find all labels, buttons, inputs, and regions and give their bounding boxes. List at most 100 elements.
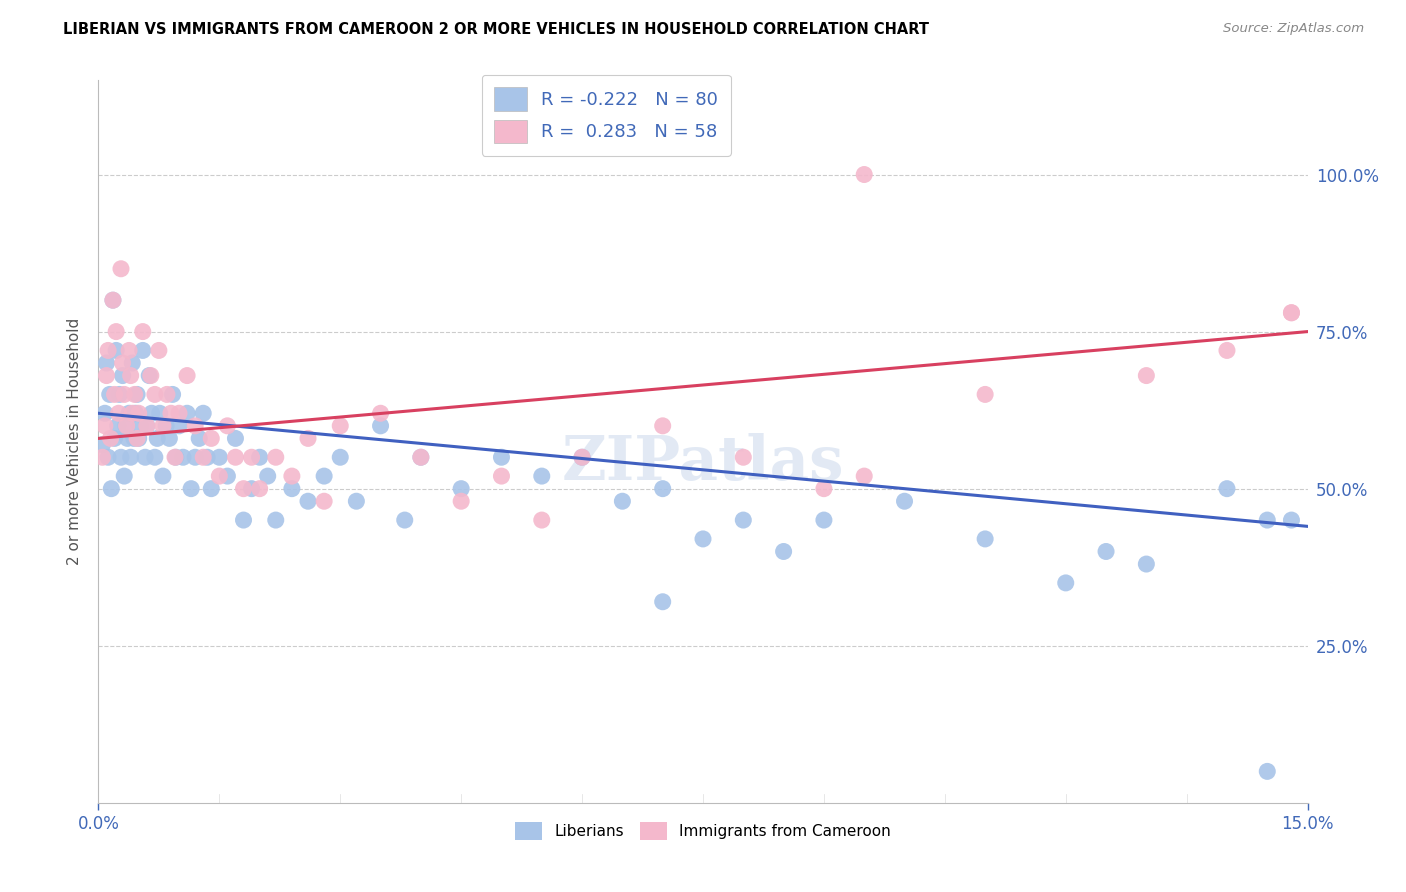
Point [120, 450, 142, 465]
Point [1256, 764, 1278, 779]
Point [188, 431, 211, 445]
Point [491, 469, 513, 483]
Point [530, 513, 553, 527]
Point [117, 431, 139, 445]
Point [232, 513, 254, 527]
Point [370, 418, 392, 433]
Point [163, 450, 186, 465]
Point [409, 450, 432, 465]
Point [264, 513, 287, 527]
Point [134, 450, 156, 465]
Legend: Liberians, Immigrants from Cameroon: Liberians, Immigrants from Cameroon [509, 816, 897, 846]
Point [148, 343, 170, 358]
Point [651, 482, 673, 496]
Point [124, 387, 146, 401]
Text: LIBERIAN VS IMMIGRANTS FROM CAMEROON 2 OR MORE VEHICLES IN HOUSEHOLD CORRELATION: LIBERIAN VS IMMIGRANTS FROM CAMEROON 2 O… [63, 22, 929, 37]
Point [156, 387, 179, 401]
Point [139, 368, 162, 383]
Point [160, 406, 183, 420]
Point [115, 418, 138, 433]
Point [180, 482, 202, 496]
Point [149, 406, 172, 420]
Point [571, 450, 593, 465]
Point [329, 418, 352, 433]
Point [733, 450, 755, 465]
Point [651, 418, 673, 433]
Point [143, 450, 166, 465]
Point [100, 431, 122, 445]
Point [96, 356, 118, 370]
Point [172, 450, 194, 465]
Point [143, 387, 166, 401]
Point [157, 431, 180, 445]
Point [111, 368, 134, 383]
Point [135, 418, 157, 433]
Point [97, 343, 120, 358]
Point [97, 450, 120, 465]
Point [224, 431, 246, 445]
Point [162, 387, 184, 401]
Point [281, 482, 304, 496]
Point [165, 450, 187, 465]
Point [195, 450, 218, 465]
Point [217, 418, 239, 433]
Point [127, 431, 149, 445]
Point [122, 431, 145, 445]
Point [110, 261, 132, 276]
Point [135, 418, 157, 433]
Point [103, 431, 125, 445]
Point [200, 482, 222, 496]
Point [208, 469, 231, 483]
Point [128, 431, 150, 445]
Point [94, 418, 117, 433]
Point [240, 450, 263, 465]
Point [118, 343, 141, 358]
Text: ZIPatlas: ZIPatlas [562, 434, 844, 493]
Point [1281, 513, 1303, 527]
Point [108, 387, 131, 401]
Point [1054, 575, 1077, 590]
Point [124, 406, 146, 420]
Point [120, 368, 142, 383]
Point [249, 482, 271, 496]
Point [141, 406, 163, 420]
Point [974, 532, 997, 546]
Point [297, 494, 319, 508]
Point [813, 513, 835, 527]
Point [100, 482, 122, 496]
Point [101, 293, 124, 308]
Point [249, 450, 271, 465]
Point [1216, 482, 1239, 496]
Point [256, 469, 278, 483]
Point [167, 406, 190, 420]
Y-axis label: 2 or more Vehicles in Household: 2 or more Vehicles in Household [67, 318, 83, 566]
Point [394, 513, 416, 527]
Point [733, 513, 755, 527]
Point [1095, 544, 1118, 558]
Point [112, 469, 135, 483]
Point [105, 343, 128, 358]
Point [314, 494, 336, 508]
Point [105, 325, 128, 339]
Point [155, 418, 177, 433]
Point [146, 431, 169, 445]
Point [1281, 306, 1303, 320]
Point [853, 168, 876, 182]
Point [1135, 368, 1157, 383]
Point [91, 450, 114, 465]
Point [264, 450, 287, 465]
Point [98, 387, 121, 401]
Point [132, 325, 155, 339]
Point [101, 293, 124, 308]
Point [224, 450, 246, 465]
Point [118, 406, 141, 420]
Point [193, 450, 215, 465]
Point [1281, 306, 1303, 320]
Point [217, 469, 239, 483]
Point [772, 544, 794, 558]
Point [121, 356, 143, 370]
Point [450, 494, 472, 508]
Point [240, 482, 263, 496]
Point [450, 482, 472, 496]
Point [103, 387, 125, 401]
